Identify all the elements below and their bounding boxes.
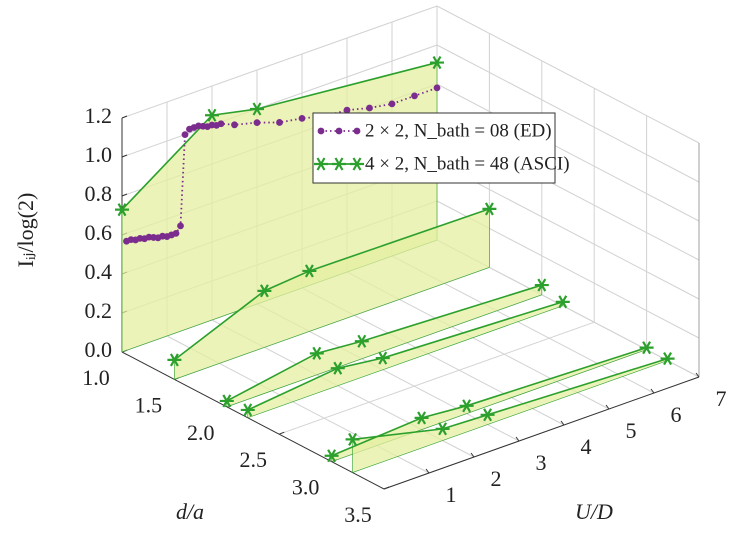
marker [366,104,373,112]
legend-marker [317,127,325,135]
z-axis-label: Iᵢⱼ/log(2) [13,193,38,268]
marker [309,346,324,360]
z-tick-label: 0.0 [85,337,113,362]
marker [219,394,234,408]
marker [375,351,390,365]
legend-marker [314,157,328,171]
marker [181,131,189,139]
grid-line [121,44,438,158]
z-tick-label: 0.6 [85,220,113,245]
marker [172,229,180,237]
marker [217,120,225,128]
grid-line [436,5,700,144]
marker [167,353,182,367]
marker [534,278,549,292]
grid-line [436,161,700,300]
z-tick-label: 1.2 [85,103,113,128]
y-tick-label: 1.0 [82,365,110,390]
grid-line [121,5,438,119]
tick-mark [121,193,128,197]
marker [388,100,396,108]
y-tick-label: 3.5 [344,502,372,527]
marker [435,422,450,436]
x-tick-label: 4 [581,434,592,459]
legend-marker [353,127,361,135]
x-tick-label: 1 [446,482,457,507]
grid-line [279,321,595,435]
z-tick-label: 0.2 [85,298,113,323]
y-tick-label: 2.5 [239,447,267,472]
marker [480,408,495,422]
x-tick-label: 3 [536,450,547,475]
tick-mark [605,404,610,410]
marker [482,202,497,216]
legend-label: 2 × 2, N_bath = 08 (ED) [365,120,552,141]
x-axis-label: U/D [575,499,613,524]
marker [639,341,654,355]
marker [343,106,351,114]
x-tick-label: 5 [626,418,637,443]
marker [115,203,129,217]
x-tick-label: 6 [671,402,682,427]
z-tick-label: 0.8 [85,181,113,206]
marker [231,121,238,129]
marker [257,284,272,298]
tick-mark [470,452,475,458]
tick-mark [425,468,430,474]
marker [660,352,675,366]
grid-line [436,83,700,222]
marker [276,119,283,126]
marker [240,403,255,417]
tick-mark [279,431,285,435]
x-axis [383,376,700,490]
series-line [173,208,490,361]
legend-marker [350,157,364,171]
legend-marker [332,157,346,171]
marker [205,108,219,122]
marker [177,222,184,230]
y-tick-label: 2.0 [187,420,215,445]
tick-mark [560,420,565,426]
marker [330,361,345,375]
area-fill [352,358,668,473]
tick-mark [383,486,390,490]
y-tick-label: 3.0 [292,475,320,500]
series-line [247,301,563,411]
tick-mark [695,372,700,378]
marker [253,119,261,127]
z-tick-label: 1.0 [85,142,113,167]
y-tick-label: 1.5 [135,392,163,417]
y-axis [121,351,385,490]
tick-mark [121,115,128,119]
tick-mark [515,436,520,442]
x-tick-label: 2 [491,466,502,491]
marker [250,102,264,116]
y-axis-label: d/a [176,499,204,524]
tick-mark [650,388,655,394]
marker [433,84,441,92]
series-line [121,61,438,211]
marker [459,399,474,413]
marker [324,449,339,463]
legend-marker [335,127,343,135]
marker [430,55,444,70]
legend-label: 4 × 2, N_bath = 48 (ASCI) [365,153,570,174]
legend-box [312,112,556,184]
tick-mark [121,154,128,158]
series-line [352,357,668,441]
marker [298,114,306,122]
marker [414,411,429,425]
grid-line [436,44,700,183]
marker [354,334,369,348]
z-tick-label: 0.4 [85,259,113,284]
marker [345,432,360,446]
series-line [226,284,543,402]
marker [411,92,418,100]
marker [302,264,317,278]
marker [555,295,570,309]
x-tick-label: 7 [716,386,727,411]
